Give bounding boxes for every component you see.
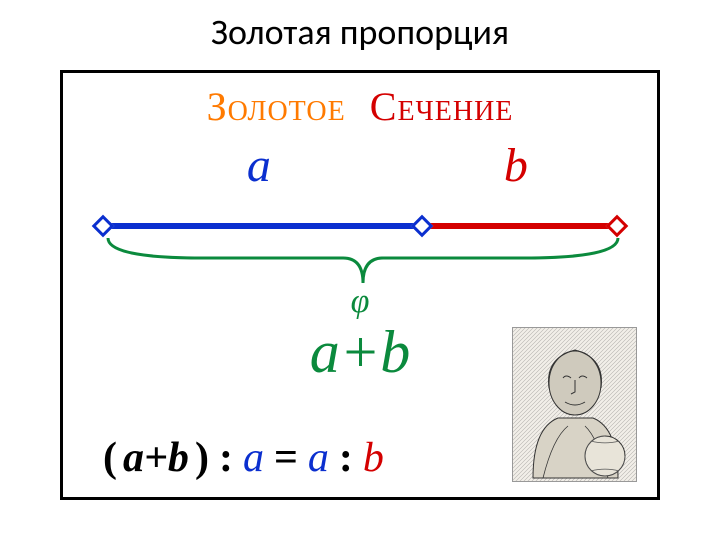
label-b: b bbox=[504, 138, 528, 193]
label-a: a bbox=[247, 138, 271, 193]
portrait-engraving bbox=[512, 327, 637, 482]
equation: (a+b) : a = a : b bbox=[103, 434, 384, 482]
segment-a bbox=[103, 223, 422, 229]
page-title: Золотая пропорция bbox=[0, 10, 720, 54]
phi-label: φ bbox=[63, 283, 657, 321]
subtitle: ЗОЛОТОЕ СЕЧЕНИЕ bbox=[63, 83, 657, 130]
segment-b bbox=[422, 223, 617, 229]
diagram-frame: ЗОЛОТОЕ СЕЧЕНИЕ a b φ a+b (a+b) : a = a … bbox=[60, 70, 660, 500]
